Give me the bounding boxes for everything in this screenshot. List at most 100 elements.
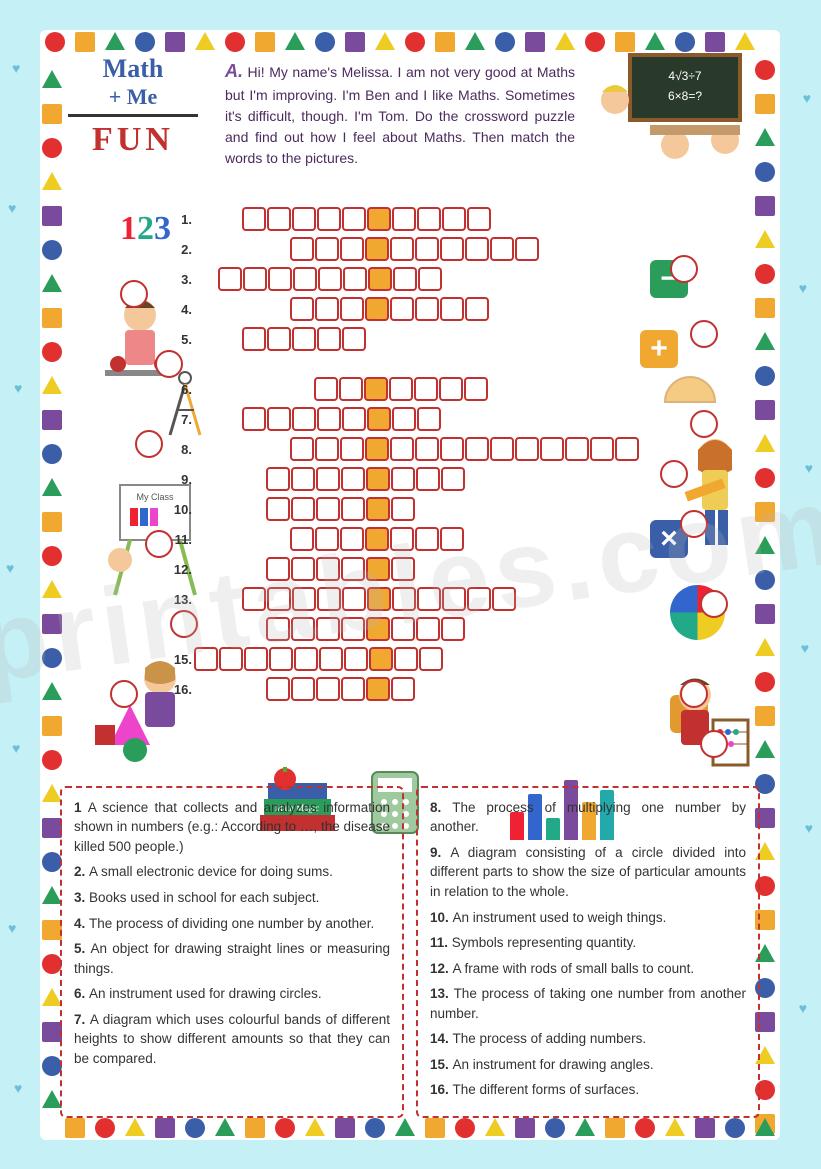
crossword-cell[interactable] bbox=[417, 407, 441, 431]
crossword-cell[interactable] bbox=[365, 527, 389, 551]
crossword-cell[interactable] bbox=[242, 407, 266, 431]
crossword-cell[interactable] bbox=[441, 617, 465, 641]
crossword-cell[interactable] bbox=[439, 377, 463, 401]
crossword-cell[interactable] bbox=[415, 297, 439, 321]
crossword-cell[interactable] bbox=[269, 647, 293, 671]
crossword-cell[interactable] bbox=[415, 237, 439, 261]
crossword-cell[interactable] bbox=[365, 237, 389, 261]
crossword-cell[interactable] bbox=[392, 207, 416, 231]
crossword-row[interactable]: 11. bbox=[170, 525, 670, 553]
match-bubble[interactable] bbox=[690, 320, 718, 348]
crossword-cell[interactable] bbox=[343, 267, 367, 291]
crossword-cell[interactable] bbox=[366, 467, 390, 491]
crossword-cell[interactable] bbox=[291, 557, 315, 581]
crossword-row[interactable]: 15. bbox=[170, 645, 670, 673]
crossword-cell[interactable] bbox=[366, 617, 390, 641]
crossword-row[interactable]: 9. bbox=[170, 465, 670, 493]
crossword-cell[interactable] bbox=[390, 527, 414, 551]
crossword-cell[interactable] bbox=[565, 437, 589, 461]
crossword-cell[interactable] bbox=[266, 497, 290, 521]
crossword-cell[interactable] bbox=[242, 327, 266, 351]
crossword-cell[interactable] bbox=[417, 207, 441, 231]
crossword-cell[interactable] bbox=[316, 467, 340, 491]
crossword-cell[interactable] bbox=[292, 327, 316, 351]
crossword-cell[interactable] bbox=[315, 527, 339, 551]
match-bubble[interactable] bbox=[145, 530, 173, 558]
crossword-cell[interactable] bbox=[389, 377, 413, 401]
crossword-cell[interactable] bbox=[414, 377, 438, 401]
crossword-cell[interactable] bbox=[417, 587, 441, 611]
crossword-cell[interactable] bbox=[316, 497, 340, 521]
crossword-cell[interactable] bbox=[242, 587, 266, 611]
crossword-cell[interactable] bbox=[440, 527, 464, 551]
crossword-cell[interactable] bbox=[317, 327, 341, 351]
crossword-cell[interactable] bbox=[490, 237, 514, 261]
crossword-cell[interactable] bbox=[393, 267, 417, 291]
crossword-cell[interactable] bbox=[341, 677, 365, 701]
crossword-cell[interactable] bbox=[292, 207, 316, 231]
crossword-cell[interactable] bbox=[442, 207, 466, 231]
crossword-cell[interactable] bbox=[342, 587, 366, 611]
crossword-cell[interactable] bbox=[341, 467, 365, 491]
crossword-cell[interactable] bbox=[440, 237, 464, 261]
crossword-cell[interactable] bbox=[341, 497, 365, 521]
crossword-cell[interactable] bbox=[367, 407, 391, 431]
match-bubble[interactable] bbox=[155, 350, 183, 378]
crossword-cell[interactable] bbox=[290, 437, 314, 461]
crossword-cell[interactable] bbox=[390, 437, 414, 461]
crossword-cell[interactable] bbox=[366, 677, 390, 701]
crossword-cell[interactable] bbox=[266, 677, 290, 701]
crossword-cell[interactable] bbox=[316, 617, 340, 641]
crossword-cell[interactable] bbox=[492, 587, 516, 611]
crossword-cell[interactable] bbox=[290, 297, 314, 321]
crossword-cell[interactable] bbox=[290, 237, 314, 261]
match-bubble[interactable] bbox=[670, 255, 698, 283]
crossword-row[interactable]: 6. bbox=[170, 375, 670, 403]
crossword-row[interactable]: 16. bbox=[170, 675, 670, 703]
crossword-cell[interactable] bbox=[243, 267, 267, 291]
crossword-cell[interactable] bbox=[317, 587, 341, 611]
crossword-cell[interactable] bbox=[464, 377, 488, 401]
crossword-cell[interactable] bbox=[369, 647, 393, 671]
match-bubble[interactable] bbox=[700, 590, 728, 618]
crossword-cell[interactable] bbox=[441, 467, 465, 491]
crossword-cell[interactable] bbox=[266, 467, 290, 491]
crossword-cell[interactable] bbox=[340, 527, 364, 551]
crossword-grid[interactable]: 1.2.3.4.5.6.7.8.9.10.11.12.13.14.15.16. bbox=[170, 205, 670, 705]
crossword-cell[interactable] bbox=[291, 617, 315, 641]
crossword-cell[interactable] bbox=[267, 207, 291, 231]
crossword-row[interactable]: 14. bbox=[170, 615, 670, 643]
crossword-cell[interactable] bbox=[341, 617, 365, 641]
crossword-cell[interactable] bbox=[267, 327, 291, 351]
crossword-cell[interactable] bbox=[267, 587, 291, 611]
crossword-cell[interactable] bbox=[364, 377, 388, 401]
crossword-row[interactable]: 2. bbox=[170, 235, 670, 263]
crossword-cell[interactable] bbox=[317, 407, 341, 431]
crossword-cell[interactable] bbox=[440, 437, 464, 461]
match-bubble[interactable] bbox=[660, 460, 688, 488]
crossword-cell[interactable] bbox=[416, 467, 440, 491]
crossword-row[interactable]: 12. bbox=[170, 555, 670, 583]
crossword-cell[interactable] bbox=[418, 267, 442, 291]
crossword-cell[interactable] bbox=[291, 467, 315, 491]
crossword-cell[interactable] bbox=[290, 527, 314, 551]
crossword-cell[interactable] bbox=[416, 617, 440, 641]
match-bubble[interactable] bbox=[690, 410, 718, 438]
crossword-cell[interactable] bbox=[392, 407, 416, 431]
crossword-cell[interactable] bbox=[268, 267, 292, 291]
crossword-cell[interactable] bbox=[465, 437, 489, 461]
crossword-cell[interactable] bbox=[316, 677, 340, 701]
crossword-cell[interactable] bbox=[314, 377, 338, 401]
crossword-cell[interactable] bbox=[219, 647, 243, 671]
crossword-cell[interactable] bbox=[294, 647, 318, 671]
crossword-cell[interactable] bbox=[442, 587, 466, 611]
crossword-cell[interactable] bbox=[342, 407, 366, 431]
crossword-cell[interactable] bbox=[465, 297, 489, 321]
crossword-cell[interactable] bbox=[316, 557, 340, 581]
crossword-cell[interactable] bbox=[315, 237, 339, 261]
crossword-cell[interactable] bbox=[367, 587, 391, 611]
crossword-cell[interactable] bbox=[242, 207, 266, 231]
crossword-cell[interactable] bbox=[318, 267, 342, 291]
match-bubble[interactable] bbox=[120, 280, 148, 308]
crossword-cell[interactable] bbox=[342, 327, 366, 351]
